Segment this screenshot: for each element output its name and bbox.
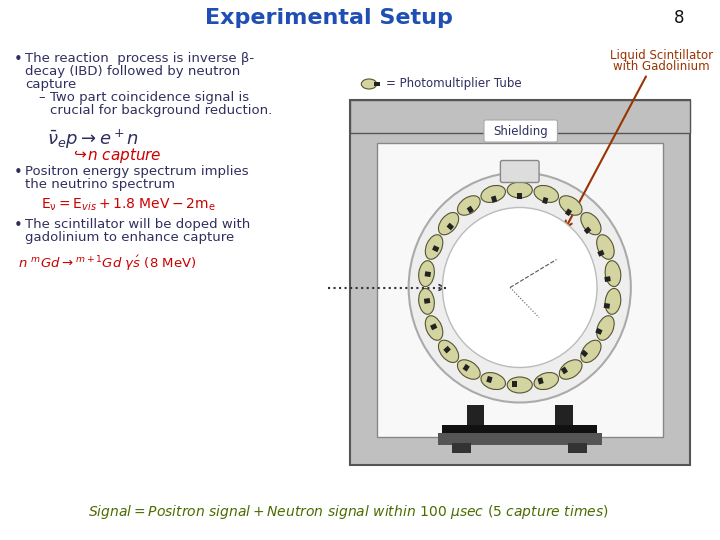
Bar <box>565 208 572 216</box>
Bar <box>350 100 690 133</box>
Ellipse shape <box>534 185 559 202</box>
Text: •: • <box>14 218 22 233</box>
Bar <box>432 245 439 252</box>
Bar <box>374 82 379 86</box>
Bar <box>350 100 690 465</box>
Text: the neutrino spectrum: the neutrino spectrum <box>25 178 175 191</box>
Text: $\mathrm{E_\nu} = \mathrm{E}_{vis} + 1.8\ \mathrm{MeV} - 2\mathrm{m_e}$: $\mathrm{E_\nu} = \mathrm{E}_{vis} + 1.8… <box>40 197 215 213</box>
Ellipse shape <box>581 213 601 235</box>
Text: Experimental Setup: Experimental Setup <box>204 8 452 28</box>
Bar <box>467 206 474 213</box>
Bar <box>603 303 610 309</box>
Bar <box>598 249 605 256</box>
Text: crucial for background reduction.: crucial for background reduction. <box>50 104 272 117</box>
Ellipse shape <box>597 235 614 259</box>
Bar <box>542 197 549 204</box>
Text: = Photomultiplier Tube: = Photomultiplier Tube <box>387 78 522 91</box>
Ellipse shape <box>418 288 434 314</box>
Text: Shielding: Shielding <box>493 125 548 138</box>
Text: $e^+$: $e^+$ <box>546 258 565 273</box>
Bar <box>446 222 454 231</box>
Bar <box>452 442 472 453</box>
Bar <box>561 367 568 374</box>
Bar <box>537 377 544 384</box>
Bar <box>444 346 451 354</box>
Text: $\hookrightarrow$: $\hookrightarrow$ <box>71 146 89 161</box>
Bar <box>580 349 588 357</box>
Ellipse shape <box>438 213 459 235</box>
Ellipse shape <box>507 377 532 393</box>
Text: Positron energy spectrum implies: Positron energy spectrum implies <box>25 165 248 178</box>
Ellipse shape <box>597 316 614 340</box>
Bar <box>443 424 597 435</box>
Bar <box>518 193 522 199</box>
Ellipse shape <box>507 182 532 198</box>
Text: 8: 8 <box>673 9 684 27</box>
Text: The reaction  process is inverse β-: The reaction process is inverse β- <box>25 52 254 65</box>
Text: decay (IBD) followed by neutron: decay (IBD) followed by neutron <box>25 65 240 78</box>
Ellipse shape <box>418 261 434 287</box>
Text: •: • <box>14 165 22 180</box>
Ellipse shape <box>438 340 459 362</box>
Bar <box>556 404 573 427</box>
Bar <box>486 376 492 383</box>
Ellipse shape <box>581 340 601 362</box>
Ellipse shape <box>426 235 443 259</box>
Ellipse shape <box>457 360 480 379</box>
Ellipse shape <box>559 195 582 215</box>
Ellipse shape <box>426 316 443 340</box>
Text: $n\ {}^mGd \rightarrow {}^{m+1}Gd\ \gamma\mathit{\'s}\ (8\ \mathrm{MeV})$: $n\ {}^mGd \rightarrow {}^{m+1}Gd\ \gamm… <box>18 254 197 273</box>
Circle shape <box>443 207 597 368</box>
Bar <box>462 364 469 372</box>
Text: •: • <box>14 52 22 67</box>
Text: The scintillator will be doped with: The scintillator will be doped with <box>25 218 251 231</box>
Text: $n\ \mathit{capture}$: $n\ \mathit{capture}$ <box>87 146 161 165</box>
Ellipse shape <box>361 79 377 89</box>
Bar <box>568 442 588 453</box>
Text: Two part coincidence signal is: Two part coincidence signal is <box>50 91 249 104</box>
Text: $\mathit{Signal = Positron\ signal + Neutron\ signal\ within\ 100\ \mu sec\ (5\ : $\mathit{Signal = Positron\ signal + Neu… <box>88 503 608 521</box>
Ellipse shape <box>481 185 505 202</box>
Bar <box>584 226 591 234</box>
Bar <box>513 381 518 387</box>
Bar <box>424 298 431 304</box>
Text: capture: capture <box>25 78 76 91</box>
Ellipse shape <box>457 195 480 215</box>
Text: Liquid Scintillator: Liquid Scintillator <box>610 49 714 62</box>
Ellipse shape <box>605 288 621 314</box>
Text: –: – <box>39 91 45 104</box>
Circle shape <box>409 172 631 402</box>
Text: $\bar{\nu}_e$: $\bar{\nu}_e$ <box>459 268 474 284</box>
Bar <box>377 143 662 437</box>
Text: with Gadolinium: with Gadolinium <box>613 60 710 73</box>
Text: gadolinium to enhance capture: gadolinium to enhance capture <box>25 231 235 244</box>
Ellipse shape <box>481 373 505 389</box>
Bar <box>425 271 431 277</box>
Bar <box>491 195 498 202</box>
Text: $n$: $n$ <box>534 303 544 316</box>
Bar <box>595 328 603 335</box>
Bar <box>467 404 484 427</box>
Bar <box>604 276 611 282</box>
Bar <box>438 433 602 444</box>
FancyBboxPatch shape <box>500 160 539 183</box>
Ellipse shape <box>534 373 559 389</box>
Bar <box>430 323 437 330</box>
FancyBboxPatch shape <box>484 120 557 142</box>
Ellipse shape <box>605 261 621 287</box>
Ellipse shape <box>559 360 582 379</box>
Text: $\bar{\nu}_e p \rightarrow e^+n$: $\bar{\nu}_e p \rightarrow e^+n$ <box>48 128 140 151</box>
